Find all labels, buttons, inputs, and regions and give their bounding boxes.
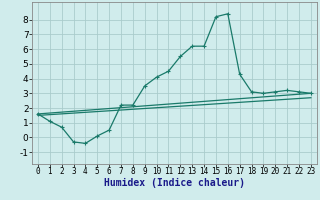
X-axis label: Humidex (Indice chaleur): Humidex (Indice chaleur) xyxy=(104,178,245,188)
